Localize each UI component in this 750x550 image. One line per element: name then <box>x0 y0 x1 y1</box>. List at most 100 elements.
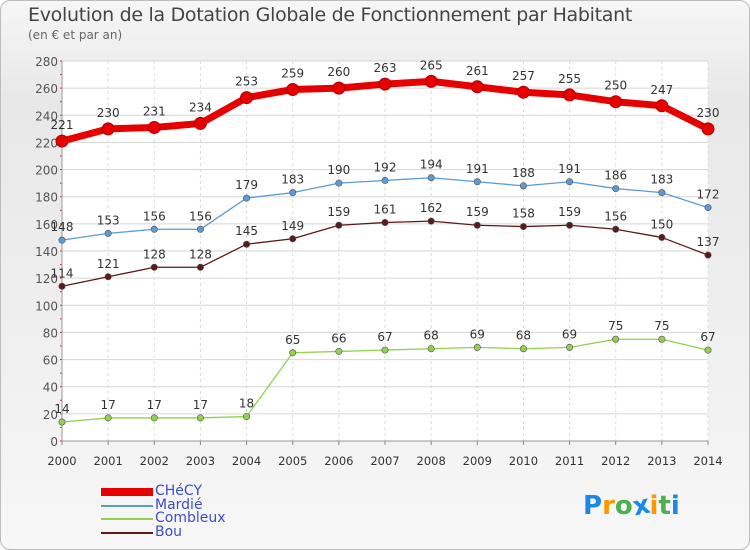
data-point <box>704 346 712 354</box>
legend-label-bou: Bou <box>155 523 183 540</box>
proxiti-logo: Proxiti <box>583 490 680 523</box>
data-label: 145 <box>235 224 258 238</box>
data-point <box>658 335 666 343</box>
data-point <box>101 122 115 136</box>
data-label: 188 <box>512 166 535 180</box>
data-label: 14 <box>54 402 69 416</box>
data-label: 259 <box>281 67 304 81</box>
data-point <box>519 223 527 231</box>
data-point <box>566 221 574 229</box>
y-tick-label: 40 <box>43 381 58 395</box>
data-label: 231 <box>143 105 166 119</box>
y-tick-label: 160 <box>35 218 58 232</box>
data-label: 179 <box>235 178 258 192</box>
data-point <box>58 236 66 244</box>
data-label: 128 <box>189 247 212 261</box>
data-label: 18 <box>239 397 254 411</box>
data-point <box>335 179 343 187</box>
data-point <box>612 185 620 193</box>
data-label: 68 <box>516 329 531 343</box>
data-point <box>704 251 712 259</box>
data-label: 261 <box>466 64 489 78</box>
data-label: 75 <box>608 319 623 333</box>
data-label: 121 <box>97 257 120 271</box>
data-label: 172 <box>697 188 720 202</box>
chart-title: Evolution de la Dotation Globale de Fonc… <box>28 4 633 26</box>
data-label: 159 <box>558 205 581 219</box>
data-label: 114 <box>51 266 74 280</box>
y-tick-label: 240 <box>35 109 58 123</box>
x-tick-label: 2003 <box>186 454 215 468</box>
data-label: 153 <box>97 213 120 227</box>
data-point <box>563 88 577 102</box>
data-point <box>381 219 389 227</box>
data-point <box>658 189 666 197</box>
x-tick-label: 2007 <box>370 454 399 468</box>
x-tick-label: 2011 <box>555 454 584 468</box>
data-label: 68 <box>424 329 439 343</box>
data-point <box>55 134 69 148</box>
data-point <box>519 345 527 353</box>
legend-swatch-combleux <box>101 518 153 520</box>
legend-swatch-checy <box>101 488 153 496</box>
data-point <box>704 204 712 212</box>
data-point <box>473 178 481 186</box>
legend-label-combleux: Combleux <box>155 510 226 526</box>
data-label: 17 <box>101 398 116 412</box>
data-point <box>289 235 297 243</box>
data-point <box>243 194 251 202</box>
data-point <box>289 189 297 197</box>
data-label: 265 <box>420 58 443 72</box>
data-point <box>470 80 484 94</box>
data-point <box>104 273 112 281</box>
data-point <box>427 174 435 182</box>
legend-label-mardie: Mardié <box>155 496 203 513</box>
data-label: 230 <box>97 106 120 120</box>
data-point <box>612 225 620 233</box>
data-point <box>58 282 66 290</box>
data-label: 234 <box>189 100 212 114</box>
data-label: 158 <box>512 207 535 221</box>
x-tick-label: 2001 <box>94 454 123 468</box>
logo-letter: t <box>658 491 671 521</box>
data-point <box>424 74 438 88</box>
data-label: 148 <box>51 220 74 234</box>
data-point <box>473 221 481 229</box>
y-tick-label: 120 <box>35 272 58 286</box>
data-label: 162 <box>420 201 443 215</box>
data-point <box>566 178 574 186</box>
logo-letter: o <box>614 491 633 521</box>
data-label: 17 <box>147 398 162 412</box>
x-tick-label: 2008 <box>417 454 446 468</box>
data-point <box>427 345 435 353</box>
data-label: 66 <box>331 331 346 345</box>
data-point <box>516 85 530 99</box>
y-tick-label: 220 <box>35 136 58 150</box>
y-tick-label: 20 <box>43 408 58 422</box>
data-point <box>243 240 251 248</box>
data-point <box>147 121 161 134</box>
data-label: 263 <box>374 61 397 75</box>
data-label: 190 <box>327 163 350 177</box>
data-label: 230 <box>697 106 720 120</box>
data-label: 75 <box>654 319 669 333</box>
data-label: 161 <box>374 203 397 217</box>
data-point <box>566 343 574 351</box>
data-label: 159 <box>327 205 350 219</box>
x-tick-label: 2005 <box>278 454 307 468</box>
data-point <box>150 225 158 233</box>
data-label: 253 <box>235 75 258 89</box>
data-label: 156 <box>143 209 166 223</box>
logo-letter: i <box>670 491 680 521</box>
data-label: 150 <box>650 217 673 231</box>
x-tick-label: 2006 <box>324 454 353 468</box>
logo-letter: i <box>649 491 659 521</box>
legend-swatch-mardie <box>101 504 153 507</box>
x-tick-label: 2012 <box>601 454 630 468</box>
y-tick-label: 200 <box>35 164 58 178</box>
data-label: 67 <box>700 330 715 344</box>
data-point <box>193 116 207 130</box>
data-label: 221 <box>51 118 74 132</box>
data-label: 69 <box>470 327 485 341</box>
